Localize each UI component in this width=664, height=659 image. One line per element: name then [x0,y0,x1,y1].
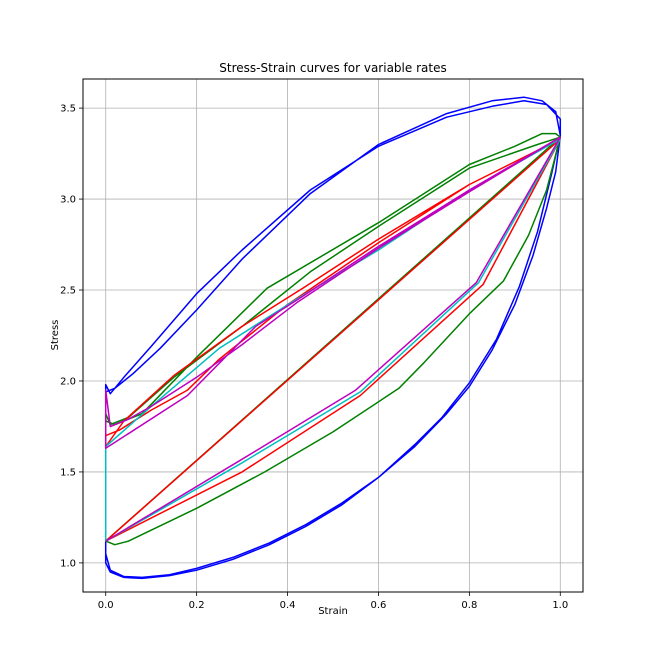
y-tick-label: 1.5 [60,467,76,478]
chart-title: Stress-Strain curves for variable rates [219,61,446,75]
series-lines [106,97,561,578]
x-tick-label: 0.0 [98,600,114,611]
y-axis-title: Stress [50,320,61,351]
x-tick-label: 0.6 [371,600,387,611]
x-tick-label: 0.4 [280,600,296,611]
x-axis-title: Strain [318,606,348,617]
y-tick-label: 1.0 [60,558,76,569]
y-tick-label: 3.0 [60,195,76,206]
y-tick-label: 2.5 [60,286,76,297]
x-tick-label: 0.8 [461,600,477,611]
x-tick-label: 0.2 [189,600,205,611]
x-tick-label: 1.0 [552,600,568,611]
y-tick-label: 3.5 [60,104,76,115]
plot-area: 0.0 0.2 0.4 0.6 0.8 1.0 1.0 1.5 2.0 2.5 3.0 3.5 [60,79,583,611]
y-tick-label: 2.0 [60,376,76,387]
